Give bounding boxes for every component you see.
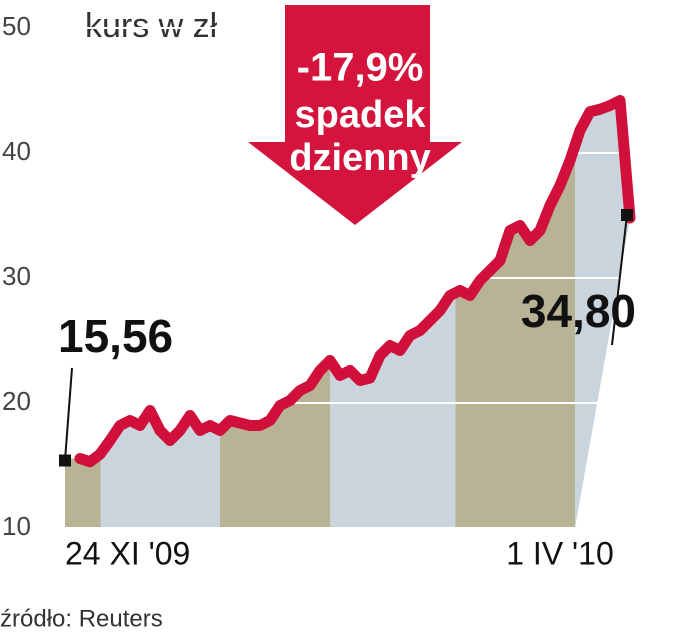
source: źródło: Reuters [0,605,163,632]
y-tick-label: 50 [2,11,31,41]
annotation: spadek [295,94,427,136]
value-label: 34,80 [521,285,636,337]
price-line [74,95,636,468]
annotation: -17,9% [297,46,424,90]
arrow-shape [248,5,462,225]
x-tick-label: 24 XI '09 [65,535,190,571]
value-label: 15,56 [58,310,173,362]
unit-label: kurs w zł [85,7,218,45]
x-tick-label: 1 IV '10 [506,535,614,571]
y-tick-label: 40 [2,136,31,166]
annotation-arrow: -17,9% spadek dzienny [248,5,462,225]
y-tick-label: 30 [2,261,31,291]
annotation: dzienny [289,137,430,179]
callout-line [611,214,628,346]
callout-line [64,367,73,461]
area [65,100,630,528]
y-tick-label: 10 [2,511,31,541]
y-tick-label: 20 [2,386,31,416]
